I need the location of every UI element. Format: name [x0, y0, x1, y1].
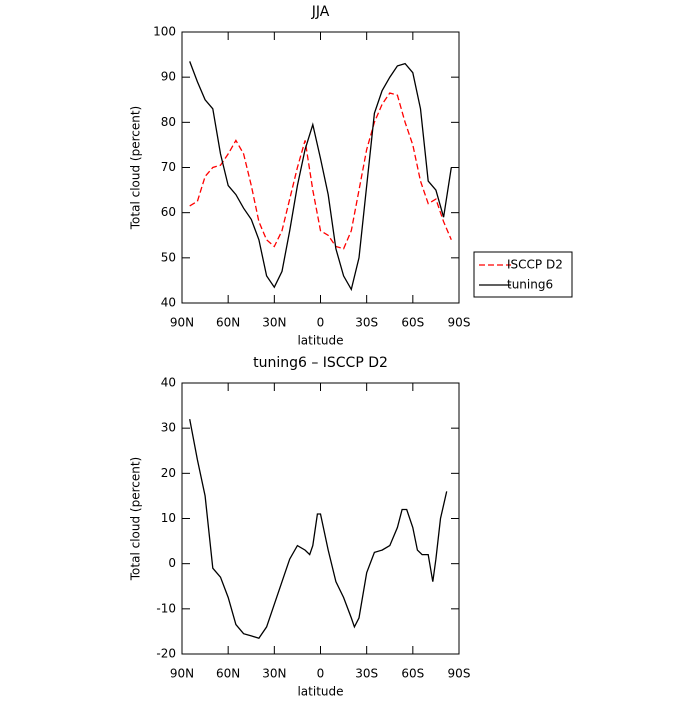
x-tick-label: 90N — [170, 667, 194, 681]
y-tick-label: 40 — [161, 296, 176, 310]
x-axis-label: latitude — [297, 685, 343, 699]
x-tick-label: 90S — [448, 667, 471, 681]
data-line — [189, 92, 452, 250]
legend-label: ISCCP D2 — [507, 258, 563, 272]
data-line — [189, 61, 452, 292]
y-tick-label: 40 — [161, 376, 176, 390]
y-tick-label: -20 — [156, 647, 176, 661]
plot-frame — [181, 382, 460, 655]
y-tick-label: 50 — [161, 250, 176, 264]
y-tick-label: 100 — [153, 25, 176, 39]
y-tick-label: 90 — [161, 70, 176, 84]
data-line — [189, 418, 448, 639]
y-tick-label: 0 — [168, 556, 176, 570]
x-tick-label: 30N — [262, 316, 286, 330]
y-axis-label: Total cloud (percent) — [129, 457, 143, 581]
x-tick-label: 90N — [170, 316, 194, 330]
x-tick-label: 0 — [317, 316, 325, 330]
y-axis-label: Total cloud (percent) — [129, 106, 143, 230]
x-tick-label: 30N — [262, 667, 286, 681]
x-axis-label: latitude — [297, 334, 343, 348]
x-tick-label: 60S — [401, 316, 424, 330]
x-tick-label: 60N — [216, 667, 240, 681]
y-tick-label: -10 — [156, 601, 176, 615]
y-tick-label: 70 — [161, 160, 176, 174]
y-tick-label: 80 — [161, 115, 176, 129]
y-tick-label: 60 — [161, 205, 176, 219]
x-tick-label: 60S — [401, 667, 424, 681]
legend-label: tuning6 — [507, 278, 553, 292]
x-tick-label: 0 — [317, 667, 325, 681]
y-tick-label: 10 — [161, 511, 176, 525]
y-tick-label: 30 — [161, 421, 176, 435]
legend-box — [473, 251, 573, 298]
chart-title: JJA — [311, 4, 330, 20]
x-tick-label: 30S — [355, 316, 378, 330]
x-tick-label: 30S — [355, 667, 378, 681]
x-tick-label: 60N — [216, 316, 240, 330]
x-tick-label: 90S — [448, 316, 471, 330]
y-tick-label: 20 — [161, 466, 176, 480]
chart-title: tuning6 – ISCCP D2 — [253, 355, 388, 371]
